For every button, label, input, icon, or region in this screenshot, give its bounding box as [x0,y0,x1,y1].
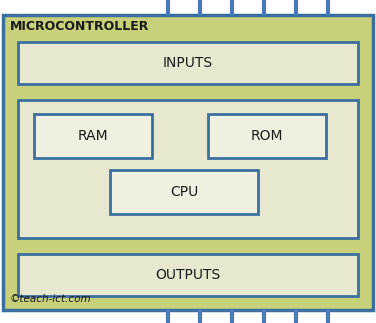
Text: MICROCONTROLLER: MICROCONTROLLER [10,20,149,34]
Text: RAM: RAM [78,129,108,143]
Bar [208,114,326,158]
Text: OUTPUTS: OUTPUTS [155,268,221,282]
Bar [18,100,358,238]
Bar [18,254,358,296]
Bar [110,170,258,214]
Text: ©teach-ict.com: ©teach-ict.com [10,294,92,304]
Bar [34,114,152,158]
Text: INPUTS: INPUTS [163,56,213,70]
Text: CPU: CPU [170,185,198,199]
Bar [18,42,358,84]
Text: ROM: ROM [251,129,283,143]
